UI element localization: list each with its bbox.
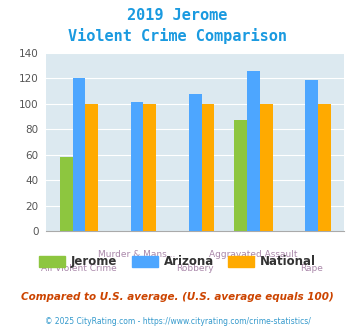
Text: Robbery: Robbery (176, 264, 214, 273)
Bar (202, 104, 214, 231)
Legend: Jerome, Arizona, National: Jerome, Arizona, National (34, 250, 321, 273)
Bar (260, 104, 273, 231)
Bar (60, 157, 72, 231)
Text: Aggravated Assault: Aggravated Assault (209, 250, 298, 259)
Text: Rape: Rape (300, 264, 323, 273)
Bar (85, 104, 98, 231)
Bar (234, 120, 247, 231)
Bar (318, 104, 331, 231)
Bar (143, 104, 156, 231)
Text: © 2025 CityRating.com - https://www.cityrating.com/crime-statistics/: © 2025 CityRating.com - https://www.city… (45, 317, 310, 326)
Bar (72, 78, 85, 231)
Text: Violent Crime Comparison: Violent Crime Comparison (68, 28, 287, 44)
Text: Murder & Mans...: Murder & Mans... (98, 250, 176, 259)
Text: All Violent Crime: All Violent Crime (41, 264, 117, 273)
Bar (131, 102, 143, 231)
Bar (247, 71, 260, 231)
Text: Compared to U.S. average. (U.S. average equals 100): Compared to U.S. average. (U.S. average … (21, 292, 334, 302)
Bar (189, 93, 202, 231)
Text: 2019 Jerome: 2019 Jerome (127, 8, 228, 23)
Bar (305, 80, 318, 231)
